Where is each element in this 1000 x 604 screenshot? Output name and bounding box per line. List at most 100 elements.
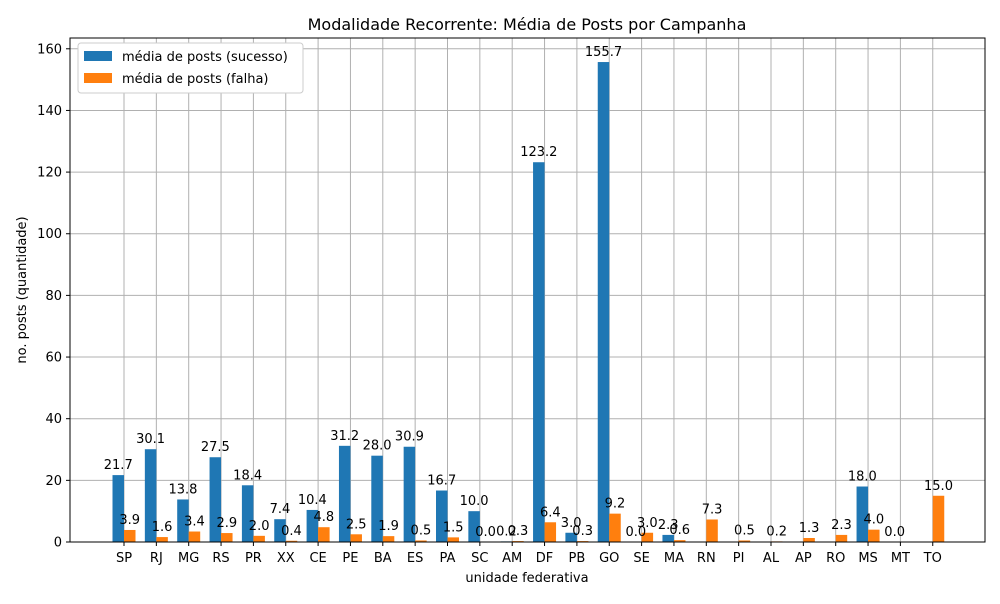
data-label-sucesso: 0.2	[496, 524, 517, 539]
bar-falha	[382, 536, 395, 542]
y-tick-label: 20	[45, 474, 62, 489]
data-label-falha: 15.0	[924, 479, 953, 494]
data-label-falha: 6.4	[540, 505, 561, 520]
data-label-falha: 7.3	[702, 502, 723, 517]
data-label-falha: 0.5	[411, 523, 432, 538]
x-tick-label: CE	[309, 551, 326, 566]
bar-sucesso	[177, 499, 189, 542]
bars	[112, 62, 945, 542]
x-tick-label: TO	[923, 551, 942, 566]
legend-box	[77, 42, 304, 94]
x-tick-label: GO	[599, 551, 619, 566]
y-tick-label: 160	[37, 42, 62, 57]
x-tick-label: RJ	[150, 551, 163, 566]
x-tick-label: MA	[664, 551, 684, 566]
data-label-falha: 3.9	[119, 513, 140, 528]
x-tick-label: DF	[536, 551, 554, 566]
legend-label-falha: média de posts (falha)	[122, 72, 269, 87]
data-label-sucesso: 0.0	[626, 525, 647, 540]
data-label-falha: 0.0	[475, 525, 496, 540]
legend: média de posts (sucesso) média de posts …	[77, 42, 304, 94]
y-tick-label: 60	[45, 351, 62, 366]
bar-falha	[415, 540, 427, 542]
data-label-sucesso: 7.4	[270, 502, 291, 517]
plot-frame	[69, 37, 986, 543]
y-axis-label: no. posts (quantidade)	[15, 216, 30, 363]
bar-sucesso	[371, 455, 383, 542]
data-label-sucesso: 13.8	[168, 482, 197, 497]
data-label-falha: 4.0	[863, 513, 884, 528]
data-label-sucesso: 30.1	[136, 432, 165, 447]
bar-falha	[253, 535, 265, 542]
bar-falha	[641, 532, 654, 542]
x-tick-label: MT	[891, 551, 910, 566]
x-tick-label: PA	[440, 551, 456, 566]
data-label-sucesso: 10.0	[460, 494, 489, 509]
data-label-falha: 1.3	[799, 521, 820, 536]
y-tick-label: 0	[54, 536, 62, 551]
bar-sucesso	[144, 449, 157, 542]
x-axis-label: unidade federativa	[465, 571, 588, 586]
x-tick-label: AL	[763, 551, 780, 566]
x-tick-label: SP	[116, 551, 132, 566]
bar-falha	[188, 531, 201, 542]
bar-falha	[544, 522, 557, 542]
x-tick-label: RO	[826, 551, 845, 566]
data-label-falha: 2.5	[346, 517, 367, 532]
data-label-sucesso: 31.2	[330, 429, 359, 444]
bar-sucesso	[338, 445, 351, 542]
bar-sucesso	[533, 162, 545, 542]
bar-sucesso	[856, 486, 869, 542]
data-label-falha: 0.5	[734, 523, 755, 538]
data-label-falha: 3.4	[184, 515, 205, 530]
bar-sucesso	[403, 446, 416, 542]
data-label-falha: 0.6	[669, 523, 690, 538]
data-label-sucesso: 18.0	[848, 470, 877, 485]
data-label-sucesso: 27.5	[201, 440, 230, 455]
data-label-sucesso: 21.7	[104, 458, 133, 473]
bar-falha	[835, 534, 848, 542]
x-tick-label: RN	[697, 551, 716, 566]
x-tick-label: PB	[569, 551, 586, 566]
data-label-falha: 1.9	[378, 519, 399, 534]
bar-sucesso	[274, 519, 286, 542]
bar-falha	[221, 533, 233, 542]
x-tick-label: PE	[342, 551, 358, 566]
bar-sucesso	[565, 532, 577, 542]
data-label-sucesso: 18.4	[233, 468, 262, 483]
bar-sucesso	[436, 490, 448, 542]
legend-swatch-falha	[84, 73, 112, 83]
x-tick-label: AP	[795, 551, 812, 566]
bar-sucesso	[468, 511, 480, 542]
legend-swatch-sucesso	[84, 51, 112, 61]
data-label-falha: 0.2	[766, 524, 787, 539]
x-tick-label: AM	[502, 551, 522, 566]
data-label-sucesso: 28.0	[363, 439, 392, 454]
bar-falha	[932, 495, 945, 542]
chart-title: Modalidade Recorrente: Média de Posts po…	[308, 15, 747, 34]
data-label-falha: 0.3	[508, 524, 529, 539]
x-tick-label: PR	[245, 551, 262, 566]
data-label-sucesso: 30.9	[395, 430, 424, 445]
bar-sucesso	[597, 62, 610, 542]
bar-falha	[124, 529, 136, 542]
x-tick-label: MS	[858, 551, 877, 566]
x-tick-label: SC	[471, 551, 488, 566]
data-label-falha: 1.6	[152, 520, 173, 535]
bar-sucesso	[209, 457, 222, 542]
data-label-falha: 2.0	[249, 519, 270, 534]
data-label-sucesso: 16.7	[427, 474, 456, 489]
bar-sucesso	[306, 509, 319, 542]
bar-falha	[706, 519, 718, 542]
data-label-falha: 2.3	[831, 518, 852, 533]
data-label-falha: 3.0	[637, 516, 658, 531]
bar-sucesso	[241, 485, 254, 542]
data-label-falha: 2.9	[216, 516, 237, 531]
bar-falha	[156, 537, 168, 542]
y-tick-label: 120	[37, 166, 62, 181]
x-tick-label: XX	[277, 551, 295, 566]
x-tick-label: MG	[178, 551, 199, 566]
data-label-falha: 9.2	[605, 497, 626, 512]
